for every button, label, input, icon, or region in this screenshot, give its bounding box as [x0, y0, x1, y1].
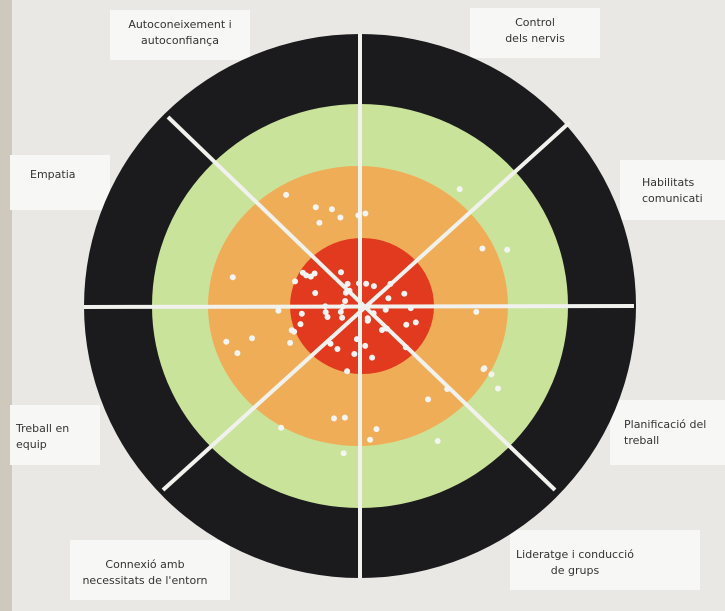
label-text: Control: [515, 16, 555, 29]
label-text: autoconfiança: [141, 34, 219, 47]
dot: [340, 304, 346, 310]
label-text: Habilitats: [642, 176, 695, 189]
dot: [312, 290, 318, 296]
dot: [435, 438, 441, 444]
dot: [331, 415, 337, 421]
dot: [334, 346, 340, 352]
dot: [371, 283, 377, 289]
dot: [249, 335, 255, 341]
target: [84, 34, 636, 578]
dot: [342, 298, 348, 304]
dot: [322, 303, 328, 309]
dot: [444, 386, 450, 392]
dot: [365, 315, 371, 321]
dot: [408, 305, 414, 311]
label-text: equip: [16, 438, 47, 451]
dot: [495, 386, 501, 392]
dot: [356, 280, 362, 286]
dot: [230, 274, 236, 280]
dot: [374, 426, 380, 432]
dot: [385, 295, 391, 301]
dot: [488, 371, 494, 377]
dot: [371, 310, 377, 316]
dot: [473, 309, 479, 315]
dot: [316, 220, 322, 226]
dot: [283, 192, 289, 198]
dot: [339, 315, 345, 321]
dot: [278, 425, 284, 431]
dot: [312, 271, 318, 277]
dot: [329, 206, 335, 212]
dot: [275, 308, 281, 314]
label-text: treball: [624, 434, 659, 447]
label-text: dels nervis: [505, 32, 565, 45]
dot: [354, 336, 360, 342]
dot: [504, 247, 510, 253]
dot: [403, 344, 409, 350]
dot: [413, 319, 419, 325]
dot: [338, 309, 344, 315]
label-text: Connexió amb: [105, 558, 184, 571]
dot: [291, 329, 297, 335]
label-text: Empatia: [30, 168, 76, 181]
dot: [299, 311, 305, 317]
dot: [351, 351, 357, 357]
dot: [341, 450, 347, 456]
dot: [298, 321, 304, 327]
dot: [387, 281, 393, 287]
photo: Autoconeixement i autoconfiança Control del…: [0, 0, 725, 611]
dot: [379, 327, 385, 333]
dot: [338, 269, 344, 275]
dot: [401, 291, 407, 297]
dot: [481, 365, 487, 371]
label-text: de grups: [551, 564, 600, 577]
dot: [343, 290, 349, 296]
dot: [403, 322, 409, 328]
dot: [223, 339, 229, 345]
dot: [362, 211, 368, 217]
dot: [355, 212, 361, 218]
dot: [367, 437, 373, 443]
dot: [342, 415, 348, 421]
edge: [0, 0, 12, 611]
dot: [344, 368, 350, 374]
label-text: Autoconeixement i: [128, 18, 231, 31]
dot: [287, 340, 293, 346]
dot: [363, 281, 369, 287]
dot: [383, 307, 389, 313]
dot: [369, 355, 375, 361]
dot: [300, 270, 306, 276]
dot: [337, 215, 343, 221]
dot: [234, 350, 240, 356]
dot: [328, 341, 334, 347]
label-text: Planificació del: [624, 418, 706, 431]
label-text: Treball en: [15, 422, 69, 435]
dot: [425, 396, 431, 402]
dot: [313, 204, 319, 210]
label-text: Lideratge i conducció: [516, 548, 634, 561]
dot: [345, 281, 351, 287]
label-text: comunicati: [642, 192, 703, 205]
dot: [362, 343, 368, 349]
dot: [323, 309, 329, 315]
page: Autoconeixement i autoconfiança Control del…: [0, 0, 725, 611]
label-text: necessitats de l'entorn: [82, 574, 207, 587]
dot: [457, 186, 463, 192]
dot: [479, 246, 485, 252]
dot: [292, 278, 298, 284]
